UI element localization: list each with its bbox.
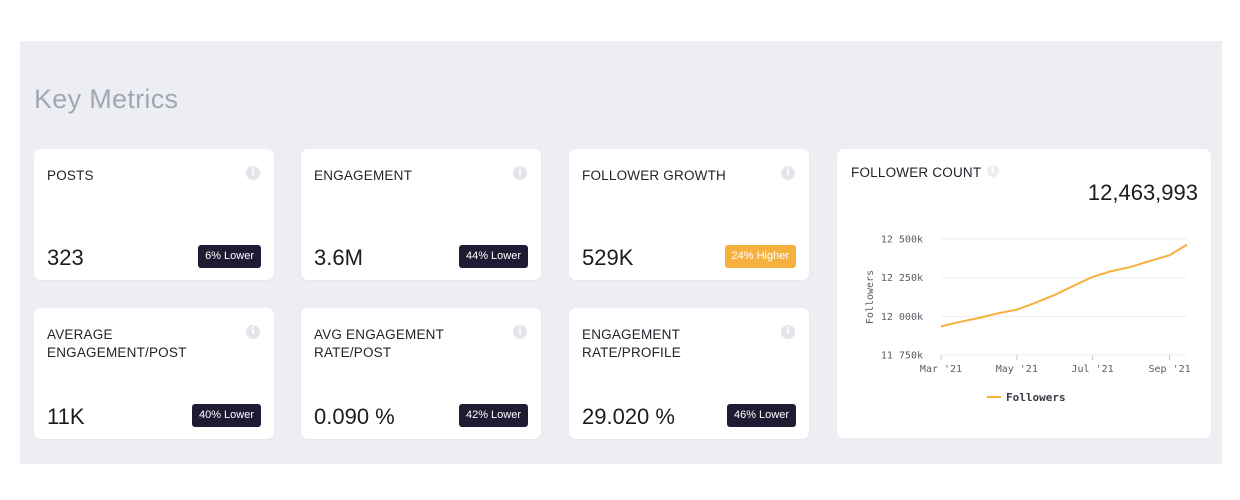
metric-value: 29.020 %: [582, 404, 675, 429]
follower-count-card: FOLLOWER COUNT i 12,463,993 11 750k 12 00…: [837, 149, 1211, 438]
metric-label: POSTS: [47, 168, 94, 183]
info-icon[interactable]: i: [246, 325, 260, 339]
trend-badge: 40% Lower: [191, 404, 261, 427]
metric-value: 3.6M: [314, 245, 363, 270]
trend-badge: 46% Lower: [726, 404, 796, 427]
y-tick-label: 12 000k: [881, 312, 923, 323]
metric-label: ENGAGEMENT: [314, 168, 413, 183]
info-icon[interactable]: i: [246, 166, 260, 180]
info-icon[interactable]: i: [513, 166, 527, 180]
metric-card-posts: POSTS i 323 6% Lower: [34, 149, 274, 280]
metric-card-follower-growth: FOLLOWER GROWTH i 529K 24% Higher: [569, 149, 809, 280]
y-tick-label: 12 500k: [881, 235, 923, 246]
metric-card-engagement: ENGAGEMENT i 3.6M 44% Lower: [301, 149, 541, 280]
trend-badge: 42% Lower: [458, 404, 528, 427]
x-tick-label: Jul '21: [1071, 364, 1113, 375]
series-line-followers: [940, 243, 1188, 328]
x-tick-label: Sep '21: [1149, 364, 1191, 375]
y-tick-label: 11 750k: [881, 351, 923, 362]
info-icon[interactable]: i: [781, 166, 795, 180]
section-title: Key Metrics: [34, 84, 179, 114]
metric-value: 323: [47, 245, 84, 270]
info-icon[interactable]: i: [987, 165, 999, 177]
x-tick-label: May '21: [996, 364, 1038, 375]
metric-value: 11K: [47, 404, 85, 429]
info-icon[interactable]: i: [513, 325, 527, 339]
trend-badge: 44% Lower: [458, 245, 528, 268]
metric-value: 529K: [582, 245, 634, 270]
trend-badge: 6% Lower: [198, 245, 261, 268]
legend-label: Followers: [1006, 391, 1066, 404]
metric-value: 0.090 %: [314, 404, 395, 429]
metric-card-engagement-rate-profile: ENGAGEMENT RATE/PROFILE i 29.020 % 46% L…: [569, 308, 809, 439]
metric-label: AVERAGE ENGAGEMENT/POST: [47, 327, 187, 360]
metric-label: AVG ENGAGEMENT RATE/POST: [314, 327, 444, 360]
follower-line-chart: 11 750k 12 000k 12 250k 12 500k Mar '21 May '…: [865, 235, 1191, 405]
metric-label: FOLLOWER GROWTH: [582, 168, 726, 183]
info-icon[interactable]: i: [781, 325, 795, 339]
metric-label: ENGAGEMENT RATE/PROFILE: [582, 327, 681, 360]
trend-badge: 24% Higher: [724, 245, 796, 268]
metric-card-average-engagement-post: AVERAGE ENGAGEMENT/POST i 11K 40% Lower: [34, 308, 274, 439]
follower-count-label: FOLLOWER COUNT: [851, 165, 982, 180]
y-axis-title: Followers: [865, 270, 876, 324]
x-tick-label: Mar '21: [920, 364, 962, 375]
y-tick-label: 12 250k: [881, 273, 923, 284]
follower-count-total: 12,463,993: [1087, 180, 1198, 205]
metric-card-avg-engagement-rate-post: AVG ENGAGEMENT RATE/POST i 0.090 % 42% L…: [301, 308, 541, 439]
